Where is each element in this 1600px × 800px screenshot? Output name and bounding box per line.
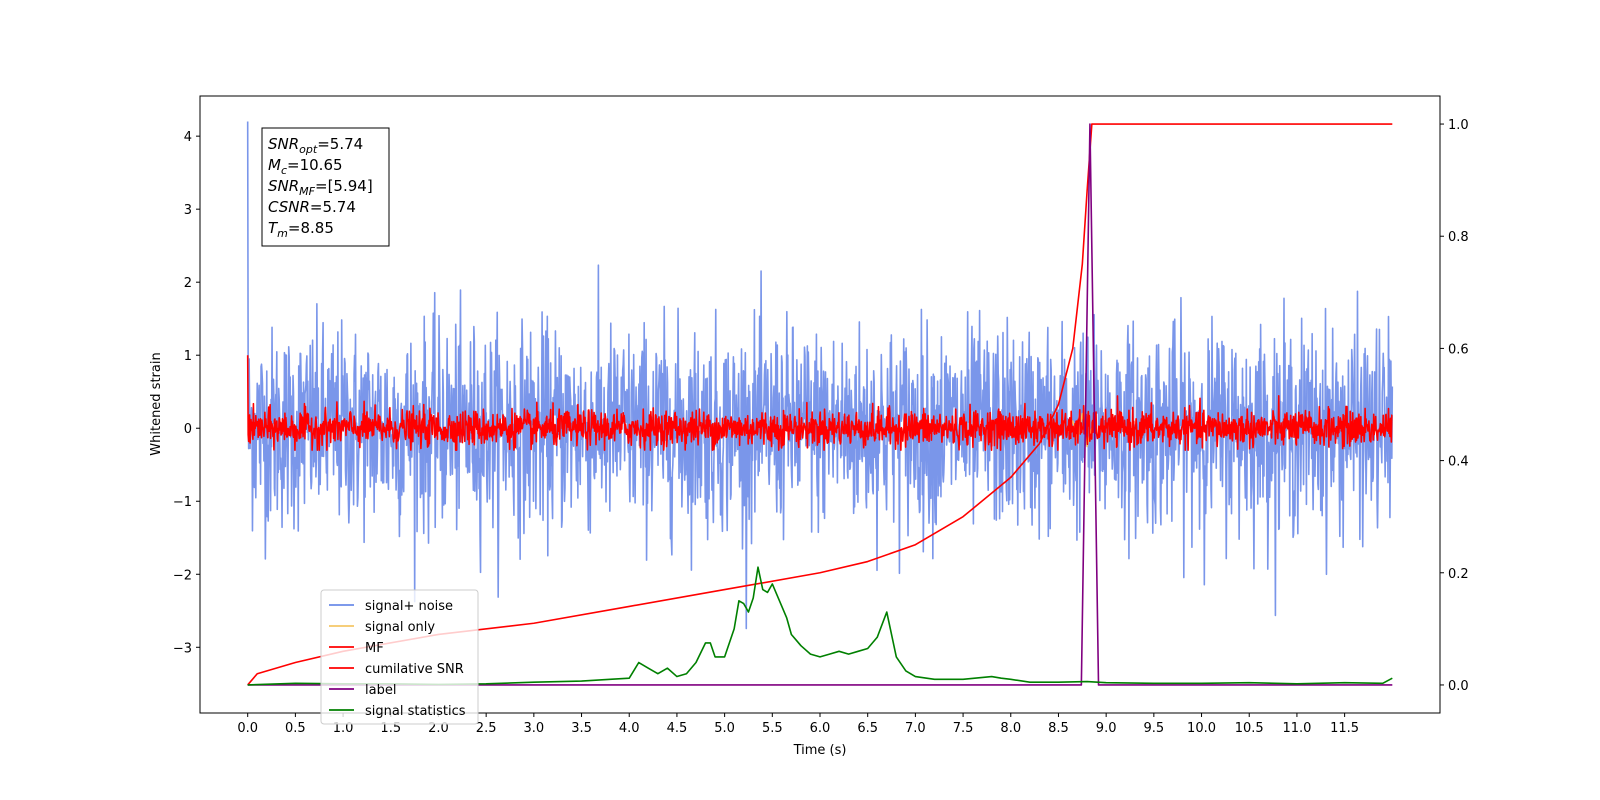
x-tick-label: 4.0 — [619, 721, 640, 736]
x-tick-label: 6.5 — [857, 721, 878, 736]
x-tick-label: 11.0 — [1282, 721, 1311, 736]
y-tick-label: 4 — [184, 130, 192, 145]
x-tick-label: 6.0 — [810, 721, 831, 736]
x-tick-label: 5.0 — [714, 721, 735, 736]
x-tick-label: 10.5 — [1235, 721, 1264, 736]
x-tick-label: 2.0 — [428, 721, 449, 736]
y-tick-label: −1 — [173, 495, 192, 510]
legend-entry: signal+ noise — [365, 599, 453, 614]
x-tick-label: 0.0 — [237, 721, 258, 736]
legend-entry: signal statistics — [365, 704, 466, 719]
x-tick-label: 9.0 — [1096, 721, 1117, 736]
x-tick-label: 7.5 — [953, 721, 974, 736]
y-axis-label: Whitened strain — [149, 352, 164, 455]
y-tick-label: 0 — [184, 422, 192, 437]
x-tick-label: 9.5 — [1144, 721, 1165, 736]
legend-entry: cumilative SNR — [365, 662, 464, 677]
y-tick-label: −2 — [173, 568, 192, 583]
series-line-signal-statistics — [247, 566, 1393, 686]
x-tick-label: 10.0 — [1187, 721, 1216, 736]
x-tick-label: 0.5 — [285, 721, 306, 736]
legend-entry: MF — [365, 641, 384, 656]
x-tick-label: 3.5 — [571, 721, 592, 736]
legend-entry: label — [365, 683, 396, 698]
y2-tick-label: 0.2 — [1448, 567, 1469, 582]
x-tick-label: 11.5 — [1330, 721, 1359, 736]
x-tick-label: 5.5 — [762, 721, 783, 736]
x-tick-label: 4.5 — [667, 721, 688, 736]
legend-entry: signal only — [365, 620, 435, 635]
series-line-label — [247, 123, 1393, 686]
y2-tick-label: 0.4 — [1448, 455, 1469, 470]
y2-tick-label: 1.0 — [1448, 118, 1469, 133]
x-axis-label: Time (s) — [793, 743, 847, 758]
annotation-line: Tm=8.85 — [268, 219, 334, 240]
annotation-line: CSNR=5.74 — [268, 198, 356, 216]
annotation-line: SNRopt=5.74 — [268, 135, 363, 156]
annotation-line: Mc=10.65 — [268, 156, 343, 177]
annotation-line: SNRMF=[5.94] — [268, 177, 373, 198]
x-tick-label: 1.0 — [333, 721, 354, 736]
y2-tick-label: 0.0 — [1448, 679, 1469, 694]
legend-box — [320, 589, 479, 725]
annotation-box — [261, 127, 390, 247]
y2-tick-label: 0.6 — [1448, 342, 1469, 357]
x-tick-label: 3.0 — [524, 721, 545, 736]
x-tick-label: 7.0 — [905, 721, 926, 736]
y-tick-label: 3 — [184, 203, 192, 218]
series-line-mf — [246, 355, 1393, 451]
y-tick-label: −3 — [173, 641, 192, 656]
y2-tick-label: 0.8 — [1448, 230, 1469, 245]
y-tick-label: 1 — [184, 349, 192, 364]
x-tick-label: 8.5 — [1048, 721, 1069, 736]
legend: signal+ noise signal only MF cumilative SNR… — [320, 589, 479, 725]
x-tick-label: 1.5 — [380, 721, 401, 736]
y-tick-label: 2 — [184, 276, 192, 291]
x-tick-label: 8.0 — [1000, 721, 1021, 736]
x-tick-label: 2.5 — [476, 721, 497, 736]
stats-annotation: SNRopt=5.74Mc=10.65SNRMF=[5.94]CSNR=5.74… — [261, 127, 390, 247]
